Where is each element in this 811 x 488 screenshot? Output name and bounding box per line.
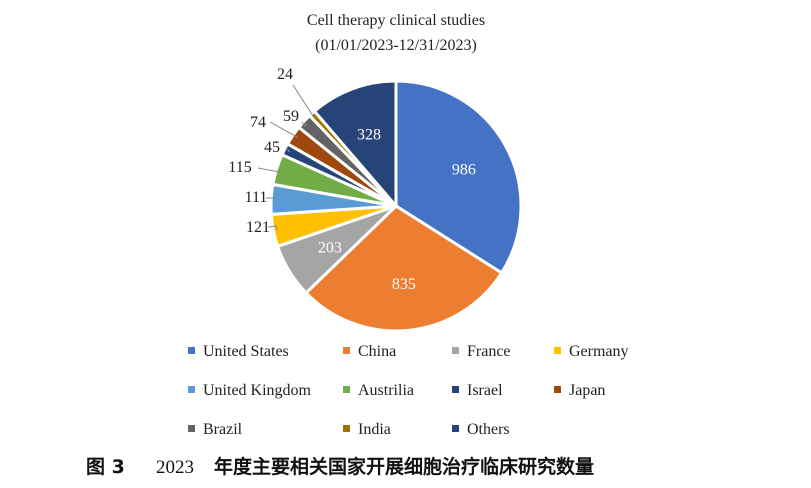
legend-swatch-united-kingdom	[188, 386, 195, 393]
pie-slice-china	[304, 204, 504, 333]
data-label-germany: 121	[246, 219, 270, 236]
legend-swatch-china	[343, 347, 350, 354]
data-label-united-states: 986	[452, 162, 476, 179]
data-label-brazil: 59	[283, 108, 299, 125]
caption-text: 年度主要相关国家开展细胞治疗临床研究数量	[214, 455, 594, 478]
chart-title-line2: (01/01/2023-12/31/2023)	[315, 37, 477, 54]
leader-line-united-kingdom	[266, 197, 276, 200]
legend-label-india: India	[358, 421, 391, 438]
legend-swatch-united-states	[188, 347, 195, 354]
leader-line-israel	[285, 147, 291, 153]
leader-line-austrilia	[257, 167, 281, 173]
legend-swatch-germany	[554, 347, 561, 354]
leader-line-germany	[267, 225, 278, 230]
leader-line-india	[292, 84, 315, 117]
data-label-united-kingdom: 111	[245, 189, 268, 206]
pie-slices	[269, 79, 523, 333]
chart-legend: United States China France Germany United Ki…	[188, 343, 629, 438]
legend-swatch-france	[452, 347, 459, 354]
chart-title-line1: Cell therapy clinical studies	[307, 12, 485, 29]
legend-item-united-states: United States	[188, 343, 289, 360]
figure-caption: 图 3 2023 年度主要相关国家开展细胞治疗临床研究数量	[86, 455, 594, 478]
legend-swatch-israel	[452, 386, 459, 393]
data-label-israel: 45	[264, 139, 280, 156]
leader-line-brazil	[301, 121, 308, 127]
legend-item-germany: Germany	[554, 343, 629, 360]
legend-item-china: China	[343, 343, 396, 360]
legend-label-united-states: United States	[203, 343, 289, 360]
legend-swatch-japan	[554, 386, 561, 393]
legend-label-japan: Japan	[569, 382, 605, 399]
data-label-austrilia: 115	[228, 159, 251, 176]
legend-item-india: India	[343, 421, 391, 438]
legend-label-france: France	[467, 343, 511, 360]
data-label-china: 835	[392, 276, 416, 293]
data-label-others: 328	[357, 126, 381, 143]
pie-slice-others	[312, 79, 398, 208]
legend-swatch-brazil	[188, 425, 195, 432]
data-label-japan: 74	[250, 114, 266, 131]
legend-label-germany: Germany	[569, 343, 629, 360]
data-label-france: 203	[318, 239, 342, 256]
pie-labels: 986 835 203 121 111 115 45 74 59 24 328	[228, 66, 476, 293]
legend-label-united-kingdom: United Kingdom	[203, 382, 312, 399]
legend-item-others: Others	[452, 421, 510, 438]
legend-item-israel: Israel	[452, 382, 503, 399]
caption-year: 2023	[156, 457, 194, 478]
legend-label-china: China	[358, 343, 396, 360]
data-label-india: 24	[277, 66, 293, 83]
legend-item-japan: Japan	[554, 382, 605, 399]
legend-label-others: Others	[467, 421, 510, 438]
legend-item-united-kingdom: United Kingdom	[188, 382, 312, 399]
legend-swatch-india	[343, 425, 350, 432]
leader-line-japan	[269, 121, 298, 139]
legend-label-brazil: Brazil	[203, 421, 243, 438]
caption-figure-label: 图 3	[86, 456, 125, 478]
legend-label-austrilia: Austrilia	[358, 382, 414, 399]
legend-swatch-others	[452, 425, 459, 432]
legend-item-brazil: Brazil	[188, 421, 243, 438]
legend-label-israel: Israel	[467, 382, 503, 399]
legend-swatch-austrilia	[343, 386, 350, 393]
legend-item-france: France	[452, 343, 511, 360]
legend-item-austrilia: Austrilia	[343, 382, 414, 399]
